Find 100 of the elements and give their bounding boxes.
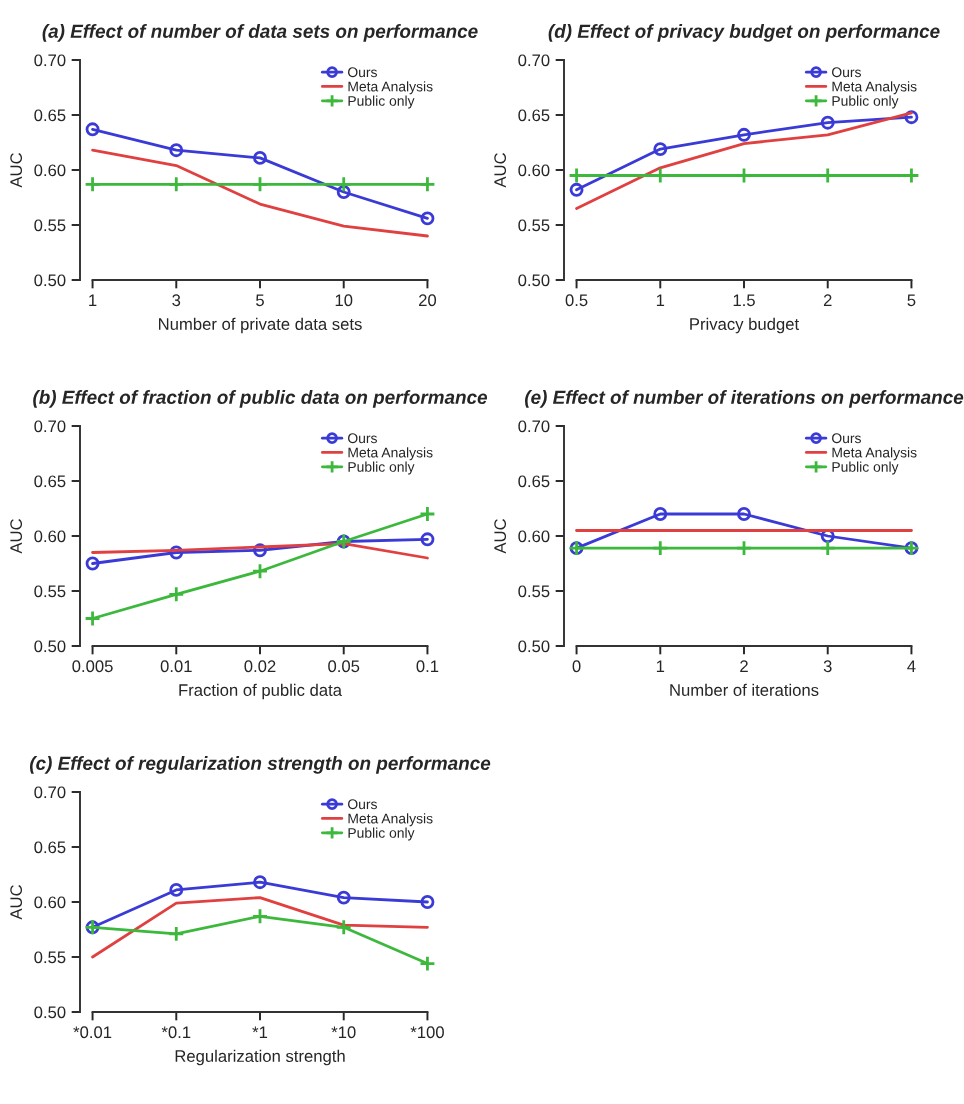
y-tick-label: 0.60 xyxy=(34,530,66,543)
x-axis-title: Number of private data sets xyxy=(159,317,362,334)
y-tick-label: 0.70 xyxy=(518,54,550,67)
point xyxy=(735,539,753,557)
x-tick-label: 0 xyxy=(572,660,581,673)
y-tick-label: 0.70 xyxy=(34,786,66,799)
x-tick-label: 2 xyxy=(740,660,748,672)
x-tick-label: 4 xyxy=(907,660,916,672)
y-tick-label: 0.55 xyxy=(518,219,550,232)
x-tick-label: *10 xyxy=(331,1026,356,1039)
y-tick-label: 0.60 xyxy=(518,164,550,177)
y-tick-label: 0.50 xyxy=(34,1006,66,1019)
y-axis-title: AUC xyxy=(10,153,23,188)
point xyxy=(85,556,100,571)
point xyxy=(251,562,269,580)
point xyxy=(253,150,267,165)
chart-title: (c) Effect of regularization strength on performance xyxy=(29,756,491,774)
y-tick-label: 0.65 xyxy=(518,109,550,122)
point xyxy=(167,925,185,943)
x-tick-label: 5 xyxy=(256,294,264,307)
x-tick-label: 1 xyxy=(656,294,665,306)
point xyxy=(420,211,435,226)
x-tick-label: 5 xyxy=(907,294,916,307)
y-tick-label: 0.65 xyxy=(34,109,66,122)
y-tick-label: 0.60 xyxy=(518,530,550,543)
point xyxy=(737,507,751,521)
line-series xyxy=(91,896,429,959)
y-tick-label: 0.60 xyxy=(34,164,66,177)
x-tick-label: 0.05 xyxy=(328,660,360,673)
point xyxy=(167,175,185,193)
point xyxy=(84,610,101,627)
point xyxy=(84,175,101,193)
line-series xyxy=(91,148,429,238)
y-tick-label: 0.55 xyxy=(518,585,550,598)
x-tick-label: 20 xyxy=(419,294,437,307)
x-tick-label: 3 xyxy=(823,660,832,673)
point xyxy=(335,918,353,936)
x-tick-label: 2 xyxy=(823,294,832,306)
x-tick-label: *0.1 xyxy=(161,1026,191,1039)
y-tick-label: 0.50 xyxy=(518,274,550,287)
y-axis-title: AUC xyxy=(494,153,507,188)
point xyxy=(420,895,435,909)
point xyxy=(169,882,184,897)
x-tick-label: 1.5 xyxy=(733,294,755,307)
x-axis-title: Regularization strength xyxy=(175,1049,345,1066)
y-axis-title: AUC xyxy=(10,519,23,554)
y-tick-label: 0.65 xyxy=(518,475,550,488)
y-tick-label: 0.65 xyxy=(34,841,66,854)
point xyxy=(904,110,919,125)
chart-title: (d) Effect of privacy budget on performance xyxy=(548,24,940,42)
point xyxy=(737,127,751,142)
y-tick-label: 0.55 xyxy=(34,219,66,232)
point xyxy=(419,175,436,193)
point xyxy=(820,115,835,130)
y-tick-label: 0.50 xyxy=(34,274,66,287)
chart-title: (e) Effect of number of iterations on performance xyxy=(524,390,964,408)
y-tick-label: 0.50 xyxy=(518,640,550,653)
chart-title: (a) Effect of number of data sets on performance xyxy=(42,24,478,42)
x-tick-label: 0.1 xyxy=(416,660,439,673)
x-axis-title: Fraction of public data xyxy=(179,683,342,700)
x-tick-label: *0.01 xyxy=(73,1026,112,1039)
point xyxy=(167,585,185,603)
x-tick-label: 1 xyxy=(89,294,97,306)
x-tick-label: *1 xyxy=(252,1026,268,1038)
x-tick-label: *100 xyxy=(410,1026,444,1039)
point xyxy=(169,545,184,560)
x-tick-label: 10 xyxy=(335,294,353,307)
chart-title: (b) Effect of fraction of public data on performance xyxy=(33,390,488,408)
y-tick-label: 0.60 xyxy=(34,896,66,909)
point xyxy=(251,907,269,925)
x-axis-title: Privacy budget xyxy=(690,317,799,334)
x-tick-label: 0.02 xyxy=(244,660,276,673)
x-tick-label: 0.01 xyxy=(160,660,192,673)
point xyxy=(253,875,267,890)
point xyxy=(251,175,269,193)
y-tick-label: 0.70 xyxy=(34,420,66,433)
y-tick-label: 0.55 xyxy=(34,951,66,964)
point xyxy=(420,532,435,547)
point xyxy=(85,122,100,137)
x-tick-label: 0.005 xyxy=(72,660,113,673)
point xyxy=(651,539,669,557)
y-axis-title: AUC xyxy=(494,519,507,554)
point xyxy=(169,143,184,158)
point xyxy=(253,543,267,558)
point xyxy=(336,185,351,199)
point xyxy=(419,505,436,523)
x-tick-label: 0.5 xyxy=(565,294,588,307)
x-tick-label: 3 xyxy=(172,294,181,307)
point xyxy=(653,142,668,157)
point xyxy=(569,182,584,197)
y-tick-label: 0.55 xyxy=(34,585,66,598)
y-axis-title: AUC xyxy=(10,885,23,920)
point xyxy=(419,955,436,972)
y-tick-label: 0.65 xyxy=(34,475,66,488)
y-tick-label: 0.50 xyxy=(34,640,66,653)
point xyxy=(336,890,351,905)
point xyxy=(819,539,837,557)
y-tick-label: 0.70 xyxy=(518,420,550,433)
x-axis-title: Number of iterations xyxy=(670,683,819,696)
point xyxy=(335,175,353,193)
